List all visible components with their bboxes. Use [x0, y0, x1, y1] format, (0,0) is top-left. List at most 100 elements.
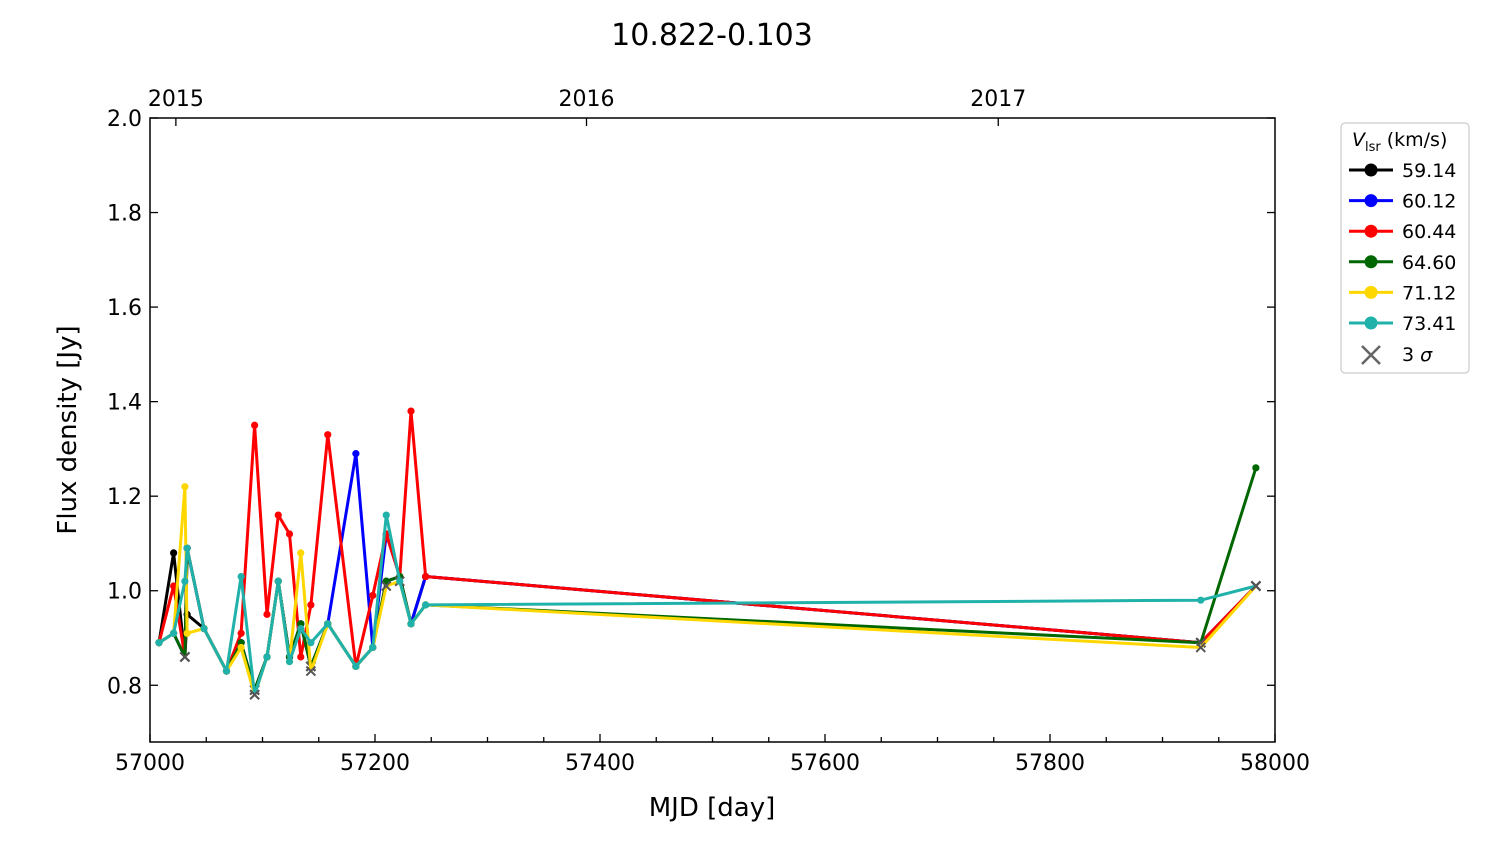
data-point: [263, 610, 271, 618]
data-point: [382, 511, 390, 519]
x-tick-label: 57800: [1015, 751, 1085, 776]
legend-label: 59.14: [1402, 160, 1456, 182]
legend-title: Vlsr (km/s): [1352, 129, 1447, 155]
legend-frame: [1340, 122, 1470, 374]
legend-marker: [1364, 255, 1378, 269]
data-point: [369, 591, 377, 600]
legend-label: 60.12: [1402, 191, 1456, 213]
data-point: [237, 572, 245, 581]
y-tick-label: 1.4: [107, 391, 142, 416]
legend-marker: [1364, 163, 1378, 177]
sigma-marker: [381, 580, 392, 592]
data-point: [170, 549, 178, 557]
legend-label: 71.12: [1402, 282, 1456, 304]
data-point: [297, 653, 305, 661]
series-line: [158, 513, 1257, 697]
x-tick-label: 57200: [340, 751, 410, 776]
data-point: [251, 421, 259, 429]
y-tick-label: 1.6: [107, 296, 142, 321]
sigma-marker: [179, 651, 191, 663]
data-point: [369, 643, 377, 652]
data-point: [183, 544, 191, 552]
legend-marker: [1364, 316, 1378, 330]
legend-item: 73.41: [1349, 313, 1456, 335]
series-line: [158, 485, 1258, 697]
data-point: [422, 601, 430, 609]
data-point: [407, 620, 415, 628]
data-point: [1197, 596, 1205, 604]
legend-marker: [1364, 285, 1378, 299]
legend-title-v: V: [1352, 129, 1367, 151]
data-point: [237, 643, 245, 652]
x-tick-label: 57600: [790, 751, 860, 776]
data-point: [274, 511, 282, 519]
data-point: [170, 582, 178, 590]
y-tick-label: 1.0: [107, 580, 142, 605]
y-tick-label: 1.2: [107, 485, 142, 510]
sigma-marker: [305, 665, 317, 677]
data-point: [297, 624, 305, 633]
y-tick-label: 2.0: [107, 107, 142, 132]
data-point: [285, 530, 294, 538]
legend-label: 64.60: [1402, 252, 1456, 274]
data-point: [263, 653, 271, 661]
legend-label: 60.44: [1402, 221, 1456, 243]
data-point: [155, 639, 163, 647]
data-point: [324, 431, 332, 439]
x-tick-label: 58000: [1240, 751, 1310, 776]
sigma-marker: [249, 689, 260, 700]
legend-item: 60.44: [1349, 221, 1456, 243]
legend-items: 59.14 60.12 60.44 64.60 71.12 73.41: [1349, 160, 1456, 335]
top-tick-label: 2016: [559, 87, 615, 112]
data-point: [170, 629, 178, 637]
series-60.44: [155, 407, 1262, 675]
data-point: [352, 450, 360, 458]
data-point: [307, 601, 315, 609]
x-axis-label: MJD [day]: [649, 793, 776, 823]
x-tick-label: 57000: [115, 751, 185, 776]
chart-title: 10.822-0.103: [611, 18, 813, 53]
data-point: [422, 572, 430, 581]
top-axis: 2015 2016 2017: [148, 87, 1026, 126]
data-point: [324, 620, 332, 628]
data-point: [352, 662, 360, 670]
data-point: [307, 639, 315, 647]
x-tick-label: 57400: [565, 751, 635, 776]
data-point: [200, 624, 208, 633]
y-axis-label: Flux density [Jy]: [53, 325, 83, 534]
data-point: [1252, 464, 1260, 472]
legend-item: 64.60: [1349, 252, 1456, 274]
y-tick-label: 0.8: [107, 674, 142, 699]
legend: Vlsr (km/s) 59.14 60.12 60.44 64.60 71.12 73.4…: [1340, 122, 1470, 374]
legend-title-sub: lsr: [1365, 140, 1381, 155]
legend-title-unit: (km/s): [1387, 129, 1448, 151]
data-point: [274, 577, 282, 585]
y-axis: 0.8 1.0 1.2 1.4 1.6 1.8 2.0: [107, 107, 1275, 699]
legend-sigma-x-icon: [1361, 345, 1381, 365]
data-point: [407, 407, 415, 415]
data-point: [297, 549, 305, 557]
legend-item: 60.12: [1349, 191, 1456, 213]
data-point: [183, 629, 191, 637]
series-line: [158, 467, 1258, 692]
legend-marker: [1364, 224, 1378, 238]
sigma-marker: [1195, 642, 1206, 653]
series-layer: [155, 407, 1262, 700]
data-point: [222, 667, 231, 675]
data-point: [237, 629, 245, 637]
top-tick-label: 2015: [148, 87, 204, 112]
sigma-marker: [1250, 580, 1262, 592]
y-tick-label: 1.8: [107, 202, 142, 227]
plot-frame: [149, 117, 1276, 743]
data-point: [396, 577, 404, 585]
legend-marker: [1364, 194, 1378, 208]
data-point: [181, 577, 189, 585]
top-tick-label: 2017: [970, 87, 1026, 112]
legend-label: 73.41: [1402, 313, 1456, 335]
data-point: [181, 483, 189, 491]
legend-item: 59.14: [1349, 160, 1456, 182]
legend-item: 71.12: [1349, 282, 1456, 304]
